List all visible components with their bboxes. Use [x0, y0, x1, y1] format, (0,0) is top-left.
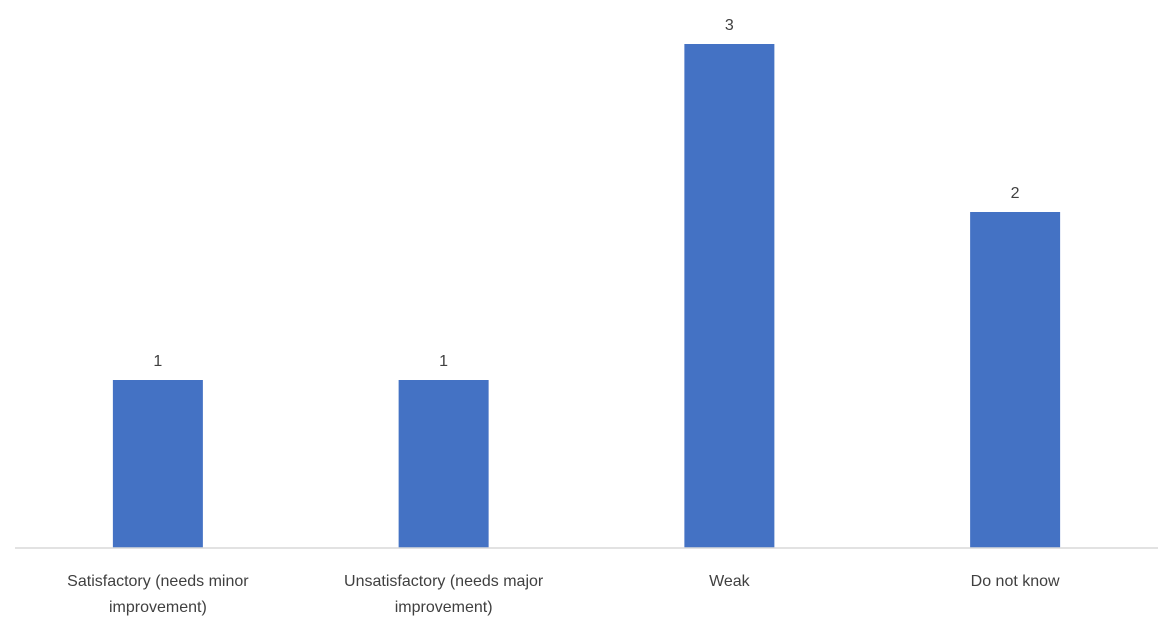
category-label-1: Satisfactory (needs minor improvement) [67, 573, 249, 616]
category-labels: Satisfactory (needs minor improvement)Uns… [67, 573, 1060, 616]
bar-2 [398, 380, 489, 548]
value-label-2: 1 [439, 353, 448, 370]
value-label-4: 2 [1011, 185, 1020, 202]
category-label-line: improvement) [395, 599, 493, 616]
value-label-1: 1 [153, 353, 162, 370]
bars [112, 44, 1061, 548]
value-labels: 1 1 3 2 [153, 17, 1019, 370]
category-label-4: Do not know [971, 573, 1060, 590]
value-label-3: 3 [725, 17, 734, 34]
category-label-line: improvement) [109, 599, 207, 616]
category-label-line: Do not know [971, 573, 1060, 590]
bar-1 [112, 380, 203, 548]
category-label-2: Unsatisfactory (needs major improvement) [344, 573, 544, 616]
category-label-3: Weak [709, 573, 751, 590]
bar-3 [684, 44, 775, 548]
bar-4 [970, 212, 1061, 548]
category-label-line: Satisfactory (needs minor [67, 573, 249, 590]
category-label-line: Unsatisfactory (needs major [344, 573, 544, 590]
category-label-line: Weak [709, 573, 751, 590]
